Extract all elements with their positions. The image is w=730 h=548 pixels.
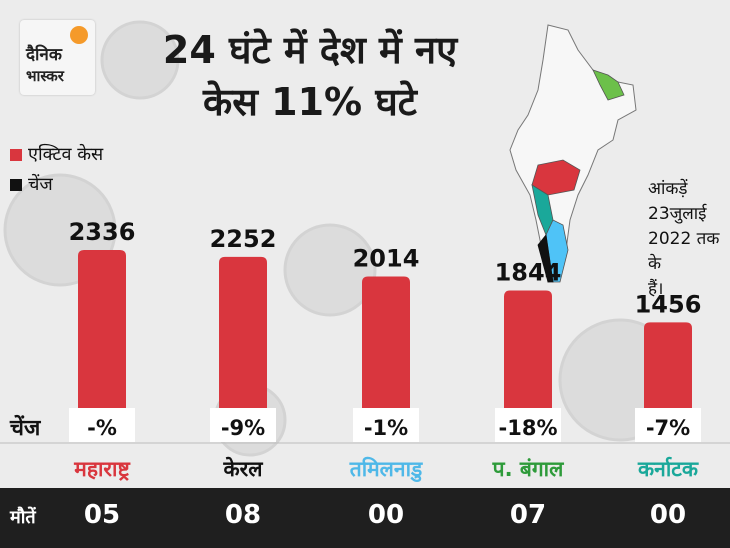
data-note: आंकड़ें 23जुलाई 2022 तक के हैं। [648, 177, 730, 302]
legend-swatch-black [10, 179, 22, 191]
title-line-1: 24 घंटे में देश में नए [162, 28, 458, 72]
deaths-value: 07 [509, 500, 547, 530]
logo-text-line2: भास्कर [26, 67, 64, 85]
x-tick-label: तमिलनाडु [349, 456, 423, 483]
india-map [509, 24, 637, 283]
deaths-bar [0, 488, 730, 548]
change-box [635, 408, 701, 442]
x-tick-label: प. बंगाल [492, 457, 564, 481]
x-tick-label: कर्नाटक [637, 456, 699, 481]
legend-label: चेंज [28, 174, 53, 195]
change-value: -1% [364, 416, 408, 440]
deaths-value: 00 [367, 500, 405, 530]
bar-value-label: 1456 [635, 290, 702, 318]
bar-3 [504, 290, 552, 442]
logo-text-line1: दैनिक [26, 45, 62, 65]
bar-2 [362, 276, 410, 442]
legend-item-change: चेंज [10, 170, 103, 200]
legend-item-active-cases: एक्टिव केस [10, 140, 103, 170]
change-row-label: चेंज [10, 416, 41, 441]
bar-0 [78, 250, 126, 442]
deaths-value: 08 [224, 500, 262, 530]
title-line-2: केस 11% घटे [203, 80, 417, 124]
bar-1 [219, 256, 267, 442]
bar-value-label: 2252 [210, 225, 277, 253]
sun-icon [70, 26, 88, 44]
x-tick-label: केरल [223, 456, 264, 481]
change-value: -% [87, 416, 117, 440]
change-box [210, 408, 276, 442]
legend-label: एक्टिव केस [28, 144, 104, 165]
legend: एक्टिव केस चेंज [10, 140, 103, 200]
change-box [69, 408, 135, 442]
note-line: आंकड़ें [648, 179, 688, 199]
note-line: 2022 तक के [648, 229, 720, 274]
bar-value-label: 2336 [69, 218, 136, 246]
change-box [495, 408, 561, 442]
dainik-bhaskar-logo: दैनिक भास्कर [20, 20, 95, 95]
change-value: -7% [646, 416, 690, 440]
deaths-value: 05 [83, 500, 121, 530]
note-line: 23जुलाई [648, 204, 707, 224]
legend-swatch-red [10, 149, 22, 161]
deaths-value: 00 [649, 500, 687, 530]
chart-title: 24 घंटे में देश में नए केस 11% घटे [120, 24, 500, 128]
bar-value-label: 2014 [353, 244, 420, 272]
note-line: हैं। [648, 279, 664, 299]
deaths-row-label: मौतें [10, 507, 36, 528]
change-value: -9% [221, 416, 265, 440]
change-value: -18% [499, 416, 558, 440]
bar-value-label: 1844 [495, 258, 562, 286]
change-box [353, 408, 419, 442]
x-tick-label: महाराष्ट्र [73, 457, 130, 481]
